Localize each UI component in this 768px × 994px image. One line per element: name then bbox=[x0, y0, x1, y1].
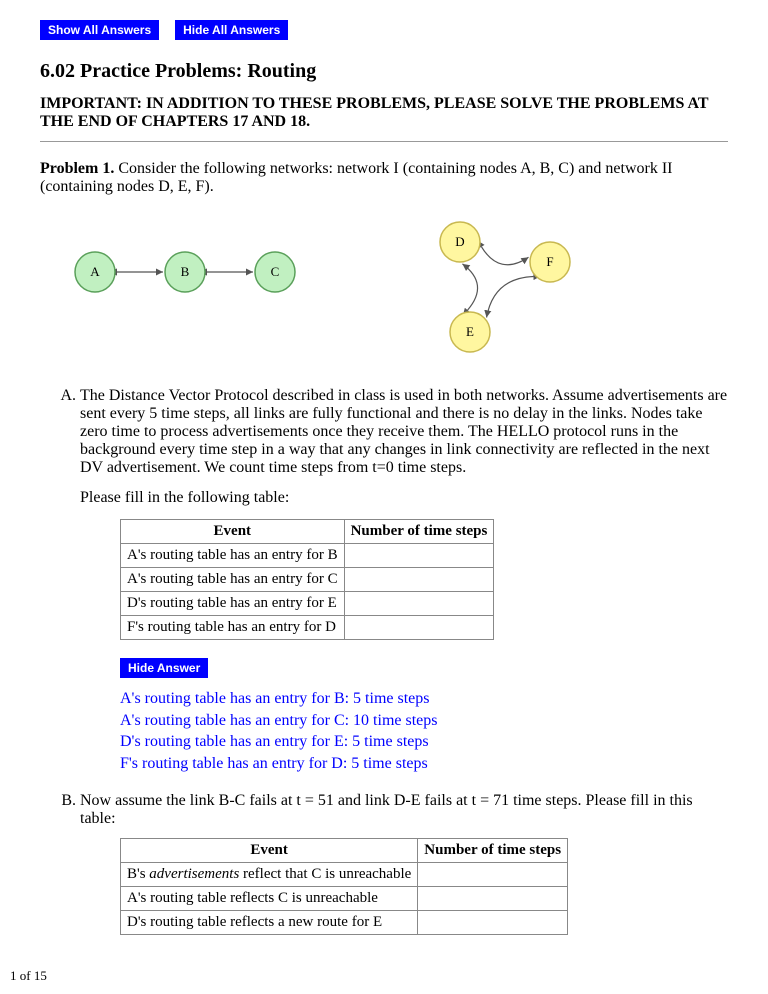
part-a-fillin: Please fill in the following table: bbox=[80, 489, 728, 507]
svg-text:C: C bbox=[271, 264, 280, 279]
network-diagram: A B C D E F bbox=[40, 212, 728, 367]
part-a-answer: A's routing table has an entry for B: 5 … bbox=[120, 688, 728, 774]
table-row: D's routing table reflects a new route f… bbox=[121, 911, 418, 935]
table-row: A's routing table reflects C is unreacha… bbox=[121, 887, 418, 911]
svg-text:F: F bbox=[546, 254, 553, 269]
important-note: IMPORTANT: IN ADDITION TO THESE PROBLEMS… bbox=[40, 95, 728, 131]
hide-all-button[interactable]: Hide All Answers bbox=[175, 20, 288, 40]
svg-text:B: B bbox=[181, 264, 190, 279]
col-event: Event bbox=[121, 520, 345, 544]
table-row: B's advertisements reflect that C is unr… bbox=[121, 863, 418, 887]
col-event: Event bbox=[121, 839, 418, 863]
col-steps: Number of time steps bbox=[418, 839, 568, 863]
part-a-table: Event Number of time steps A's routing t… bbox=[120, 519, 494, 640]
part-a: The Distance Vector Protocol described i… bbox=[80, 387, 728, 774]
divider bbox=[40, 141, 728, 142]
col-steps: Number of time steps bbox=[344, 520, 494, 544]
page-title: 6.02 Practice Problems: Routing bbox=[40, 60, 728, 83]
svg-text:E: E bbox=[466, 324, 474, 339]
problem-1-intro: Problem 1. Consider the following networ… bbox=[40, 160, 728, 196]
svg-text:A: A bbox=[90, 264, 100, 279]
part-b: Now assume the link B-C fails at t = 51 … bbox=[80, 792, 728, 935]
page-number: 1 of 15 bbox=[10, 968, 47, 984]
show-all-button[interactable]: Show All Answers bbox=[40, 20, 159, 40]
part-b-table: Event Number of time steps B's advertise… bbox=[120, 838, 568, 935]
hide-answer-button[interactable]: Hide Answer bbox=[120, 658, 208, 678]
svg-text:D: D bbox=[455, 234, 464, 249]
